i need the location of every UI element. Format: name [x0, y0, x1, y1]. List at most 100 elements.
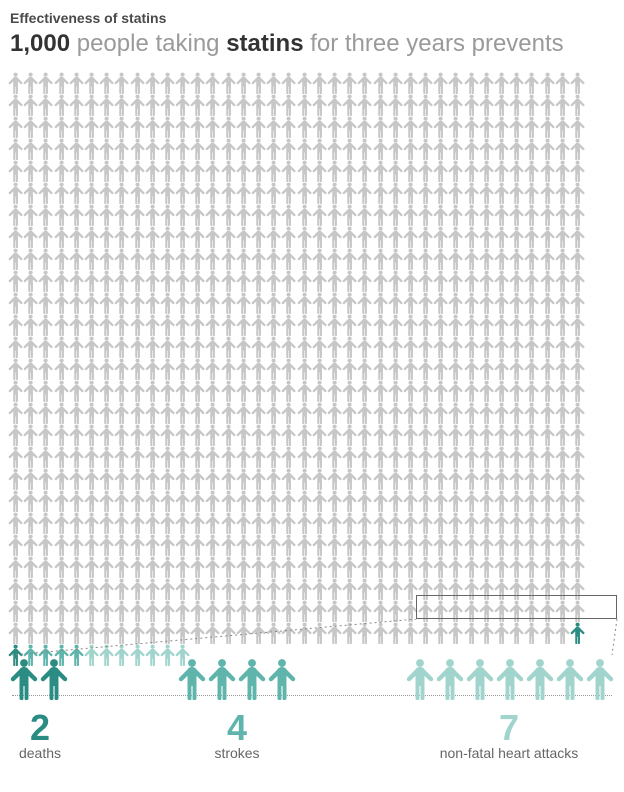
label-spacer [337, 707, 365, 761]
person-icon [479, 402, 494, 424]
person-icon [130, 380, 145, 402]
person-icon [114, 446, 129, 468]
person-icon [388, 182, 403, 204]
person-icon [69, 402, 84, 424]
person-icon [251, 160, 266, 182]
person-icon [221, 424, 236, 446]
person-icon [524, 534, 539, 556]
person-icon [160, 512, 175, 534]
person-icon [114, 600, 129, 622]
big-person-icon [178, 655, 206, 703]
person-icon [357, 248, 372, 270]
person-icon [509, 72, 524, 94]
person-icon [266, 116, 281, 138]
person-icon [114, 424, 129, 446]
person-icon [403, 468, 418, 490]
person-icon [160, 336, 175, 358]
person-icon [251, 336, 266, 358]
person-icon [312, 358, 327, 380]
person-icon [175, 402, 190, 424]
person-icon [388, 380, 403, 402]
person-icon [281, 138, 296, 160]
person-icon [54, 534, 69, 556]
person-icon [479, 358, 494, 380]
person-icon [251, 358, 266, 380]
person-icon [160, 292, 175, 314]
person-icon [99, 512, 114, 534]
person-icon [38, 270, 53, 292]
person-icon [145, 182, 160, 204]
person-icon [388, 578, 403, 600]
person-icon [99, 622, 114, 644]
person-icon [464, 402, 479, 424]
person-icon [175, 424, 190, 446]
person-icon [448, 512, 463, 534]
person-icon [99, 138, 114, 160]
person-icon [160, 204, 175, 226]
person-icon [570, 160, 585, 182]
person-icon [388, 424, 403, 446]
person-icon [23, 534, 38, 556]
person-icon [494, 314, 509, 336]
person-icon [175, 72, 190, 94]
person-icon [281, 314, 296, 336]
person-icon [190, 424, 205, 446]
person-icon [433, 512, 448, 534]
person-icon [8, 358, 23, 380]
big-person-icon [406, 655, 434, 703]
big-person-icon [436, 655, 464, 703]
person-icon [403, 138, 418, 160]
person-icon [433, 556, 448, 578]
person-icon [464, 94, 479, 116]
person-icon [342, 314, 357, 336]
person-icon [114, 578, 129, 600]
person-icon [342, 600, 357, 622]
person-icon [266, 314, 281, 336]
person-icon [221, 116, 236, 138]
person-icon [130, 204, 145, 226]
person-icon [281, 490, 296, 512]
person-icon [570, 204, 585, 226]
person-icon [312, 336, 327, 358]
person-icon [205, 204, 220, 226]
person-icon [448, 160, 463, 182]
person-icon [418, 534, 433, 556]
person-icon [266, 512, 281, 534]
person-icon [8, 534, 23, 556]
person-icon [494, 622, 509, 644]
person-icon [433, 226, 448, 248]
person-icon [54, 270, 69, 292]
person-icon [448, 358, 463, 380]
person-icon [221, 292, 236, 314]
person-icon [312, 534, 327, 556]
person-icon [69, 358, 84, 380]
person-icon [175, 512, 190, 534]
person-icon [373, 446, 388, 468]
person-icon [464, 556, 479, 578]
person-icon [418, 116, 433, 138]
person-icon [145, 138, 160, 160]
person-icon [281, 402, 296, 424]
person-icon [479, 182, 494, 204]
person-icon [418, 358, 433, 380]
person-icon [494, 160, 509, 182]
person-icon [84, 292, 99, 314]
person-icon [327, 336, 342, 358]
person-icon [373, 424, 388, 446]
person-icon [38, 446, 53, 468]
person-icon [160, 160, 175, 182]
person-icon [84, 468, 99, 490]
person-icon [175, 270, 190, 292]
person-icon [8, 380, 23, 402]
person-icon [524, 468, 539, 490]
person-icon [403, 512, 418, 534]
person-icon [479, 226, 494, 248]
person-icon [84, 182, 99, 204]
person-icon [281, 556, 296, 578]
person-icon [448, 468, 463, 490]
person-icon [357, 556, 372, 578]
person-icon [175, 556, 190, 578]
person-icon [38, 248, 53, 270]
person-icon [190, 182, 205, 204]
person-icon [570, 534, 585, 556]
